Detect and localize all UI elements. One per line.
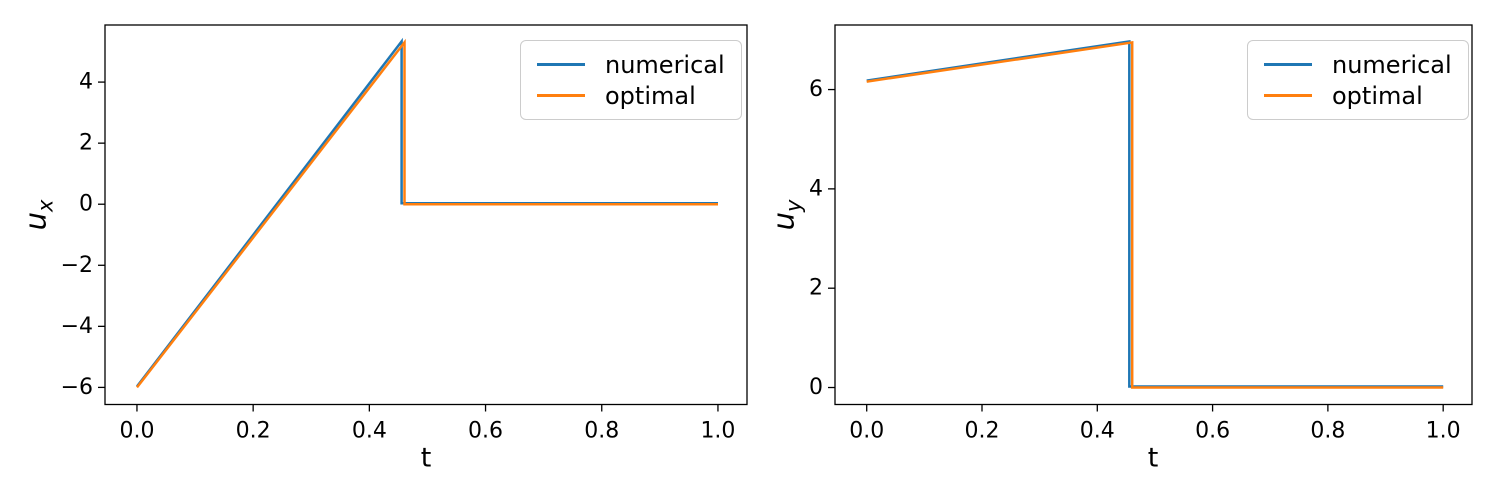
x-tick-label: 0.8 [584, 419, 619, 444]
legend-line-numerical-icon [1264, 63, 1312, 66]
plot-frame [104, 24, 748, 406]
y-axis-label-uy: uy [767, 200, 806, 231]
legend-left: numerical optimal [520, 40, 742, 120]
x-tick-label: 0.0 [849, 419, 884, 444]
x-tick-label: 0.0 [119, 419, 154, 444]
legend-right: numerical optimal [1247, 40, 1469, 120]
y-tick-label: 6 [809, 77, 823, 102]
legend-label-optimal: optimal [1332, 81, 1423, 110]
y-tick-label: 4 [809, 176, 823, 201]
legend-line-optimal-icon [537, 94, 585, 97]
x-axis-label-right: t [1147, 442, 1159, 474]
legend-label-numerical: numerical [1332, 50, 1452, 79]
plot-frame [834, 24, 1473, 406]
y-tick-label: −2 [61, 253, 93, 278]
y-tick-label: −6 [61, 375, 93, 400]
y-tick-label: 2 [809, 276, 823, 301]
y-tick-label: 0 [79, 192, 93, 217]
x-tick-label: 0.6 [1195, 419, 1230, 444]
x-tick-label: 0.4 [1080, 419, 1115, 444]
y-axis-label-uy-main: u [766, 212, 801, 231]
legend-line-optimal-icon [1264, 94, 1312, 97]
x-tick-label: 1.0 [1426, 419, 1461, 444]
legend-item-optimal: optimal [537, 80, 725, 111]
y-axis-label-ux-sub: x [33, 199, 58, 213]
x-axis-label-left: t [420, 442, 432, 474]
y-axis-label-ux-main: u [18, 212, 53, 231]
x-tick-label: 0.4 [352, 419, 387, 444]
y-tick-label: 0 [809, 375, 823, 400]
legend-item-numerical: numerical [537, 49, 725, 80]
y-tick-label: 2 [79, 131, 93, 156]
y-tick-label: −4 [61, 314, 93, 339]
legend-label-optimal: optimal [605, 81, 696, 110]
legend-line-numerical-icon [537, 63, 585, 66]
x-tick-label: 0.8 [1310, 419, 1345, 444]
series-line-optimal [866, 40, 1444, 389]
legend-label-numerical: numerical [605, 50, 725, 79]
x-tick-label: 0.2 [236, 419, 271, 444]
x-tick-label: 1.0 [700, 419, 735, 444]
x-tick-label: 0.6 [468, 419, 503, 444]
series-line-optimal [136, 38, 718, 389]
legend-item-numerical: numerical [1264, 49, 1452, 80]
x-tick-label: 0.2 [965, 419, 1000, 444]
y-axis-label-uy-sub: y [781, 199, 806, 213]
legend-item-optimal: optimal [1264, 80, 1452, 111]
y-axis-label-ux: ux [19, 200, 58, 231]
y-tick-label: 4 [79, 70, 93, 95]
